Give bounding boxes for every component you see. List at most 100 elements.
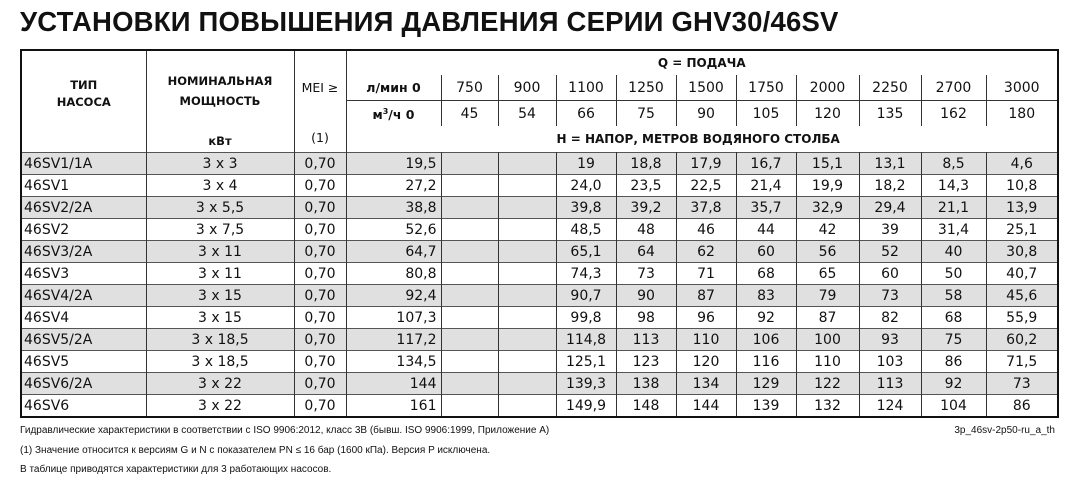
head-value: 90 bbox=[615, 284, 677, 307]
head-value: 92 bbox=[920, 372, 987, 395]
pump-type: 46SV6/2A bbox=[20, 372, 147, 395]
mei-header: MEI ≥ (1) bbox=[293, 50, 347, 153]
head-value: 73 bbox=[615, 262, 677, 285]
pump-type: 46SV6 bbox=[20, 394, 147, 417]
head-value: 19,9 bbox=[795, 174, 860, 197]
head-value: 35,7 bbox=[735, 196, 797, 219]
mei-value: 0,70 bbox=[293, 152, 347, 175]
head-value: 64 bbox=[615, 240, 677, 263]
head-value: 18,2 bbox=[858, 174, 922, 197]
pump-type: 46SV3/2A bbox=[20, 240, 147, 263]
flow-lmin-value: 3000 bbox=[985, 75, 1059, 101]
head-value: 99,8 bbox=[555, 306, 617, 329]
head-value: 116 bbox=[735, 350, 797, 373]
head-value: 4,6 bbox=[985, 152, 1059, 175]
head-value: 74,3 bbox=[555, 262, 617, 285]
head-value: 21,1 bbox=[920, 196, 987, 219]
table-row: 46SV5 3 x 18,5 0,70 134,5 125,1 123 120 116 110 1… bbox=[20, 350, 1059, 373]
head-value: 138 bbox=[615, 372, 677, 395]
table-row: 46SV3/2A 3 x 11 0,70 64,7 65,1 64 62 60 56 52 40 30… bbox=[20, 240, 1059, 263]
rated-power: 3 x 18,5 bbox=[145, 350, 295, 373]
flow-lmin-value: 2000 bbox=[795, 75, 860, 101]
head-value bbox=[497, 218, 557, 241]
table-row: 46SV4 3 x 15 0,70 107,3 99,8 98 96 92 87 82 68 55,9 bbox=[20, 306, 1059, 329]
head-value bbox=[440, 174, 499, 197]
flow-m3h-value: 105 bbox=[735, 100, 797, 126]
footnote-pumps: В таблице приводятся характеристики для … bbox=[20, 464, 332, 475]
head-value: 92,4 bbox=[345, 284, 442, 307]
head-value: 48 bbox=[615, 218, 677, 241]
table-row: 46SV4/2A 3 x 15 0,70 92,4 90,7 90 87 83 79 73 58 45… bbox=[20, 284, 1059, 307]
head-value: 39,2 bbox=[615, 196, 677, 219]
head-value bbox=[440, 350, 499, 373]
head-value bbox=[440, 394, 499, 417]
head-value: 19,5 bbox=[345, 152, 442, 175]
head-value bbox=[440, 218, 499, 241]
flow-label: Q = ПОДАЧА bbox=[657, 56, 746, 70]
head-value: 132 bbox=[795, 394, 860, 417]
head-value: 92 bbox=[735, 306, 797, 329]
flow-m3h-value: 66 bbox=[555, 100, 617, 126]
head-value: 40,7 bbox=[985, 262, 1059, 285]
table-row: 46SV6/2A 3 x 22 0,70 144 139,3 138 134 129 122 11… bbox=[20, 372, 1059, 395]
pump-type: 46SV5/2A bbox=[20, 328, 147, 351]
rated-power: 3 x 22 bbox=[145, 372, 295, 395]
head-value: 120 bbox=[675, 350, 737, 373]
mei-note: (1) bbox=[311, 130, 329, 145]
mei-value: 0,70 bbox=[293, 328, 347, 351]
flow-m3h-value: 120 bbox=[795, 100, 860, 126]
head-value: 148 bbox=[615, 394, 677, 417]
head-value: 161 bbox=[345, 394, 442, 417]
power-header-line1: НОМИНАЛЬНАЯ bbox=[167, 74, 273, 88]
head-value bbox=[497, 372, 557, 395]
rated-power: 3 x 15 bbox=[145, 306, 295, 329]
head-value: 83 bbox=[735, 284, 797, 307]
table-row: 46SV5/2A 3 x 18,5 0,70 117,2 114,8 113 110 106 1… bbox=[20, 328, 1059, 351]
mei-label: MEI ≥ bbox=[301, 80, 339, 95]
head-value: 93 bbox=[858, 328, 922, 351]
head-value: 60 bbox=[735, 240, 797, 263]
table-row: 46SV6 3 x 22 0,70 161 149,9 148 144 139 132 124 10… bbox=[20, 394, 1059, 417]
flow-m3h-value: 45 bbox=[440, 100, 499, 126]
rated-power: 3 x 7,5 bbox=[145, 218, 295, 241]
pump-type: 46SV3 bbox=[20, 262, 147, 285]
head-value: 15,1 bbox=[795, 152, 860, 175]
head-value: 32,9 bbox=[795, 196, 860, 219]
head-value: 117,2 bbox=[345, 328, 442, 351]
head-value: 71,5 bbox=[985, 350, 1059, 373]
flow-lmin-value: 900 bbox=[497, 75, 557, 101]
type-header-line2: НАСОСА bbox=[56, 94, 111, 109]
head-value: 64,7 bbox=[345, 240, 442, 263]
head-value: 113 bbox=[858, 372, 922, 395]
table-row: 46SV2 3 x 7,5 0,70 52,6 48,5 48 46 44 42 39 31,4 25… bbox=[20, 218, 1059, 241]
head-value: 62 bbox=[675, 240, 737, 263]
head-value: 107,3 bbox=[345, 306, 442, 329]
head-value bbox=[497, 262, 557, 285]
footnote-iso: Гидравлические характеристики в соответс… bbox=[20, 425, 550, 436]
lmin-unit: л/мин 0 bbox=[346, 75, 442, 101]
power-header: НОМИНАЛЬНАЯ МОЩНОСТЬ кВт bbox=[145, 50, 295, 153]
flow-lmin-value: 1250 bbox=[615, 75, 677, 101]
head-value: 122 bbox=[795, 372, 860, 395]
flow-m3h-value: 180 bbox=[985, 100, 1059, 126]
head-value bbox=[497, 240, 557, 263]
head-value bbox=[440, 262, 499, 285]
m3h-sup: 3 bbox=[382, 106, 389, 116]
pump-type: 46SV1/1A bbox=[20, 152, 147, 175]
head-value: 104 bbox=[920, 394, 987, 417]
head-value bbox=[497, 328, 557, 351]
head-value: 52,6 bbox=[345, 218, 442, 241]
flow-header: Q = ПОДАЧА bbox=[345, 50, 1059, 75]
head-value bbox=[497, 394, 557, 417]
head-value bbox=[440, 306, 499, 329]
type-header: ТИП НАСОСА bbox=[20, 50, 147, 153]
head-header: H = НАПОР, МЕТРОВ ВОДЯНОГО СТОЛБА bbox=[346, 126, 1059, 153]
flow-m3h-value: 54 bbox=[497, 100, 557, 126]
head-value: 46 bbox=[675, 218, 737, 241]
power-header-line2: МОЩНОСТЬ bbox=[179, 94, 261, 108]
pump-type: 46SV4/2A bbox=[20, 284, 147, 307]
head-value: 124 bbox=[858, 394, 922, 417]
lmin-label: л/мин 0 bbox=[366, 79, 421, 95]
head-value: 114,8 bbox=[555, 328, 617, 351]
rated-power: 3 x 3 bbox=[145, 152, 295, 175]
